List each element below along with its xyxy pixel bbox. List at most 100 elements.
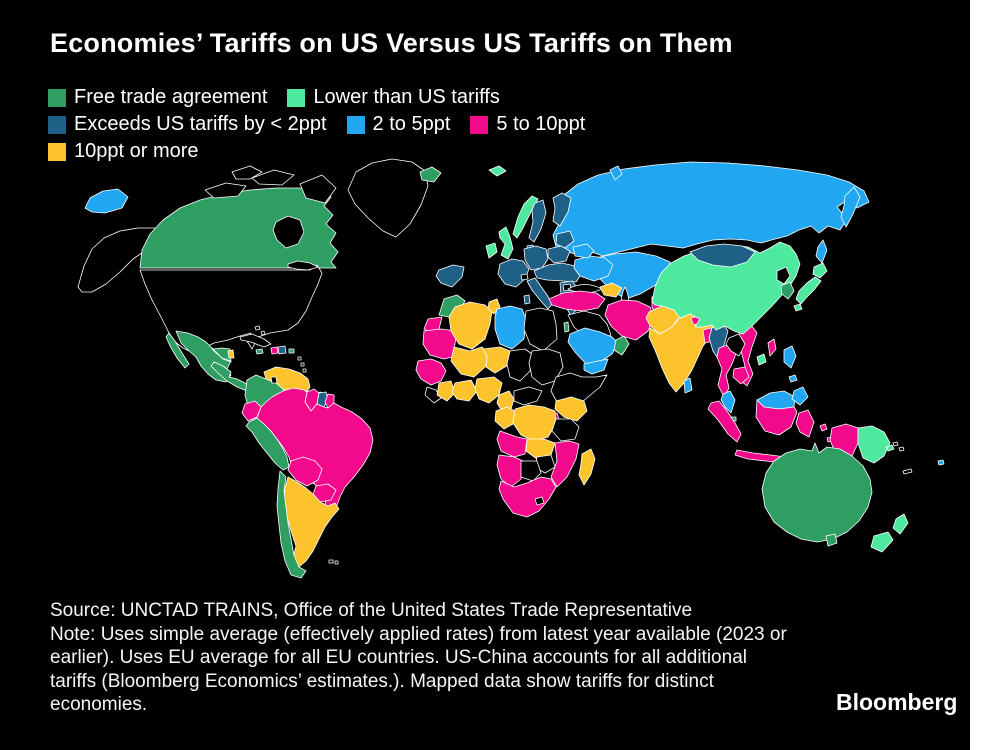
legend-row-3: 10ppt or more bbox=[48, 138, 585, 165]
region-peru bbox=[245, 417, 290, 471]
region-papua-new-guinea bbox=[857, 425, 895, 464]
legend-label: Exceeds US tariffs by < 2ppt bbox=[74, 113, 327, 135]
region-philippines bbox=[783, 345, 809, 406]
region-south-africa bbox=[498, 476, 557, 518]
region-zimbabwe bbox=[534, 454, 556, 474]
region-india bbox=[648, 313, 717, 393]
region-angola bbox=[496, 430, 528, 458]
region-belarus bbox=[572, 243, 595, 259]
legend-item-2to5: 2 to 5ppt bbox=[346, 113, 450, 136]
region-hainan bbox=[756, 353, 767, 366]
region-singapore bbox=[730, 416, 737, 422]
region-israel bbox=[563, 321, 570, 333]
region-bolivia bbox=[287, 456, 323, 487]
region-china bbox=[651, 241, 801, 335]
region-alaska bbox=[77, 227, 165, 293]
source-line: Source: UNCTAD TRAINS, Office of the Uni… bbox=[50, 600, 693, 621]
region-bhutan bbox=[717, 323, 725, 330]
legend-item-lt2: Exceeds US tariffs by < 2ppt bbox=[48, 113, 327, 136]
region-argentina bbox=[283, 476, 340, 568]
right-margin-strip bbox=[970, 0, 1000, 750]
legend-row-1: Free trade agreement Lower than US tarif… bbox=[48, 84, 585, 111]
legend-row-2: Exceeds US tariffs by < 2ppt 2 to 5ppt 5… bbox=[48, 111, 585, 138]
legend-label: 10ppt or more bbox=[74, 140, 199, 162]
2to5-swatch-icon bbox=[346, 115, 365, 134]
region-gabon-congo bbox=[494, 406, 516, 430]
region-senegal-guinea bbox=[415, 358, 447, 386]
region-vietnam bbox=[736, 324, 758, 387]
region-egypt bbox=[523, 307, 558, 352]
region-ukraine bbox=[573, 255, 614, 282]
region-svalbard bbox=[488, 165, 507, 177]
region-belize bbox=[227, 349, 235, 359]
region-kamchatka bbox=[840, 186, 861, 228]
region-dr-congo bbox=[512, 404, 557, 442]
region-paraguay bbox=[312, 483, 337, 503]
region-morocco bbox=[438, 294, 466, 318]
region-albania bbox=[565, 295, 572, 304]
region-guyana bbox=[304, 388, 320, 412]
region-niger bbox=[482, 346, 511, 374]
region-eu-poland bbox=[547, 245, 571, 264]
region-mongolia bbox=[689, 243, 756, 268]
region-myanmar bbox=[708, 322, 729, 361]
region-sakhalin bbox=[815, 239, 828, 264]
region-zambia bbox=[525, 438, 556, 460]
region-uk bbox=[498, 226, 514, 260]
region-yemen bbox=[583, 358, 609, 375]
region-iraq-syria bbox=[567, 310, 612, 344]
region-japan bbox=[793, 262, 828, 312]
region-puerto-rico bbox=[288, 348, 295, 354]
region-ecuador bbox=[241, 400, 262, 422]
region-java bbox=[734, 449, 787, 464]
region-eu-iberia bbox=[435, 264, 465, 288]
region-cambodia bbox=[732, 366, 750, 385]
region-eu-france bbox=[497, 258, 530, 288]
region-sulawesi bbox=[795, 409, 815, 438]
region-central-america bbox=[210, 361, 264, 394]
5to10-swatch-icon bbox=[470, 115, 489, 134]
region-eu-central bbox=[533, 262, 583, 283]
bloomberg-logo: Bloomberg bbox=[836, 689, 958, 715]
lt2-swatch-icon bbox=[48, 115, 66, 134]
region-saudi-arabia bbox=[567, 327, 619, 365]
region-turkey bbox=[548, 290, 606, 312]
lower-swatch-icon bbox=[287, 88, 306, 107]
region-mozambique bbox=[550, 440, 580, 488]
region-arctic-islands bbox=[204, 165, 337, 204]
region-solomon-islands bbox=[892, 441, 905, 452]
region-sumatra bbox=[707, 400, 742, 443]
region-great-lakes bbox=[287, 260, 319, 271]
region-timor bbox=[805, 451, 823, 462]
region-ireland bbox=[485, 242, 498, 259]
10plus-swatch-icon bbox=[48, 142, 66, 161]
region-canada bbox=[139, 187, 339, 269]
region-lesotho bbox=[534, 496, 545, 506]
region-central-african-republic bbox=[513, 386, 543, 406]
region-brazil bbox=[256, 387, 374, 513]
region-tunisia bbox=[487, 298, 501, 315]
region-namibia bbox=[496, 454, 524, 488]
region-tasmania bbox=[825, 533, 838, 547]
region-dominican-republic bbox=[277, 345, 287, 355]
region-haiti bbox=[270, 346, 279, 355]
region-novaya-zemlya bbox=[609, 165, 623, 181]
region-falklands bbox=[328, 559, 339, 565]
footer: Source: UNCTAD TRAINS, Office of the Uni… bbox=[50, 599, 790, 717]
region-australia bbox=[761, 442, 873, 543]
region-hudson-bay bbox=[272, 215, 305, 249]
region-chukotka bbox=[84, 188, 129, 214]
region-lesser-antilles bbox=[297, 356, 307, 373]
region-switzerland bbox=[520, 273, 529, 281]
region-laos bbox=[725, 333, 746, 357]
region-chad bbox=[506, 348, 533, 382]
legend-label: 5 to 10ppt bbox=[496, 113, 586, 135]
region-eu-balkans bbox=[559, 280, 579, 317]
region-oman bbox=[613, 335, 630, 356]
legend-item-lower: Lower than US tariffs bbox=[287, 86, 500, 109]
region-finland bbox=[552, 192, 572, 227]
region-new-zealand bbox=[870, 513, 909, 553]
region-fiji bbox=[937, 459, 945, 466]
region-usa bbox=[139, 264, 323, 359]
region-north-korea bbox=[776, 266, 791, 285]
